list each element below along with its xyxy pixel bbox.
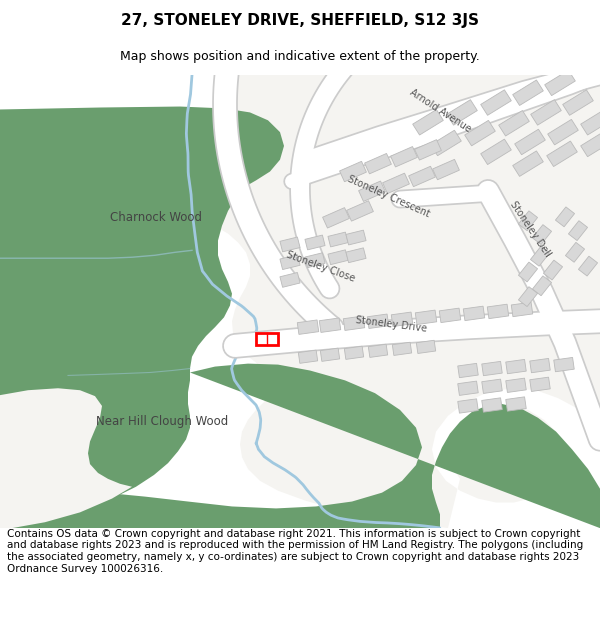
- Polygon shape: [0, 106, 284, 528]
- Polygon shape: [347, 201, 373, 221]
- Polygon shape: [548, 119, 578, 145]
- Polygon shape: [439, 308, 461, 322]
- Polygon shape: [0, 364, 600, 528]
- Polygon shape: [578, 256, 598, 276]
- Polygon shape: [415, 310, 437, 324]
- Polygon shape: [409, 166, 436, 187]
- Polygon shape: [545, 70, 575, 96]
- Polygon shape: [415, 139, 442, 160]
- Polygon shape: [482, 361, 502, 376]
- Text: Arnold Avenue: Arnold Avenue: [408, 87, 473, 134]
- Polygon shape: [343, 316, 365, 331]
- Polygon shape: [392, 342, 412, 356]
- Polygon shape: [416, 340, 436, 354]
- Polygon shape: [340, 161, 367, 182]
- Polygon shape: [530, 377, 550, 391]
- Polygon shape: [346, 248, 366, 262]
- Polygon shape: [458, 381, 478, 396]
- Polygon shape: [482, 379, 502, 393]
- Polygon shape: [305, 253, 325, 268]
- Polygon shape: [530, 358, 550, 372]
- Polygon shape: [413, 109, 443, 135]
- Text: Charnock Wood: Charnock Wood: [110, 211, 202, 224]
- Polygon shape: [565, 242, 584, 262]
- Polygon shape: [518, 211, 538, 231]
- Polygon shape: [323, 208, 349, 228]
- Text: Map shows position and indicative extent of the property.: Map shows position and indicative extent…: [120, 50, 480, 62]
- Polygon shape: [320, 348, 340, 361]
- Bar: [256, 333, 278, 345]
- Polygon shape: [506, 359, 526, 374]
- Polygon shape: [581, 109, 600, 135]
- Polygon shape: [532, 276, 551, 296]
- Polygon shape: [506, 378, 526, 392]
- Polygon shape: [280, 237, 300, 252]
- Polygon shape: [458, 363, 478, 378]
- Text: Stoneley Crescent: Stoneley Crescent: [346, 174, 431, 219]
- Polygon shape: [547, 141, 577, 166]
- Polygon shape: [532, 224, 551, 244]
- Polygon shape: [446, 100, 478, 125]
- Polygon shape: [431, 130, 461, 156]
- Polygon shape: [433, 159, 460, 180]
- Polygon shape: [188, 75, 600, 528]
- Polygon shape: [367, 314, 389, 329]
- Polygon shape: [359, 181, 385, 201]
- Polygon shape: [568, 221, 587, 241]
- Text: Contains OS data © Crown copyright and database right 2021. This information is : Contains OS data © Crown copyright and d…: [7, 529, 583, 574]
- Text: Stoneley Dell: Stoneley Dell: [508, 200, 553, 259]
- Text: 27, STONELEY DRIVE, SHEFFIELD, S12 3JS: 27, STONELEY DRIVE, SHEFFIELD, S12 3JS: [121, 14, 479, 29]
- Polygon shape: [530, 246, 550, 266]
- Polygon shape: [563, 90, 593, 116]
- Polygon shape: [0, 388, 132, 528]
- Polygon shape: [506, 397, 526, 411]
- Polygon shape: [344, 346, 364, 359]
- Polygon shape: [544, 260, 563, 280]
- Polygon shape: [280, 255, 300, 269]
- Polygon shape: [556, 207, 575, 227]
- Polygon shape: [463, 306, 485, 321]
- Polygon shape: [297, 320, 319, 334]
- Polygon shape: [512, 151, 544, 176]
- Polygon shape: [581, 131, 600, 157]
- Polygon shape: [391, 146, 418, 167]
- Polygon shape: [383, 173, 409, 194]
- Text: Stoneley Close: Stoneley Close: [285, 250, 356, 284]
- Polygon shape: [298, 350, 317, 363]
- Text: Near Hill Clough Wood: Near Hill Clough Wood: [96, 415, 228, 428]
- Polygon shape: [518, 262, 538, 282]
- Polygon shape: [482, 398, 502, 412]
- Polygon shape: [365, 154, 391, 174]
- Polygon shape: [511, 302, 533, 317]
- Polygon shape: [328, 250, 348, 264]
- Polygon shape: [305, 235, 325, 250]
- Polygon shape: [499, 111, 529, 136]
- Text: Stoneley Drive: Stoneley Drive: [355, 316, 428, 334]
- Polygon shape: [487, 304, 509, 319]
- Polygon shape: [391, 312, 413, 326]
- Polygon shape: [346, 230, 366, 245]
- Polygon shape: [515, 129, 545, 155]
- Polygon shape: [512, 80, 544, 106]
- Polygon shape: [530, 100, 562, 125]
- Polygon shape: [368, 344, 388, 357]
- Polygon shape: [481, 139, 511, 164]
- Polygon shape: [458, 399, 478, 413]
- Polygon shape: [280, 272, 300, 288]
- Polygon shape: [518, 287, 538, 307]
- Polygon shape: [481, 90, 511, 116]
- Polygon shape: [328, 232, 348, 247]
- Polygon shape: [464, 121, 496, 146]
- Polygon shape: [554, 357, 574, 372]
- Polygon shape: [319, 318, 341, 332]
